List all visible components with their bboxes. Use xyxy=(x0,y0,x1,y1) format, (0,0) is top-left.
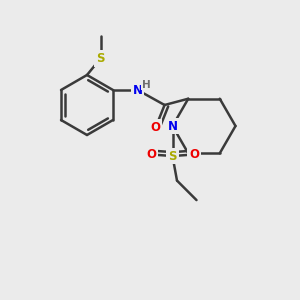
Text: O: O xyxy=(146,148,156,161)
Text: O: O xyxy=(189,148,199,161)
Text: N: N xyxy=(167,119,178,133)
Text: S: S xyxy=(168,149,177,163)
Text: N: N xyxy=(133,83,142,97)
Text: O: O xyxy=(151,121,160,134)
Text: S: S xyxy=(96,52,105,65)
Text: H: H xyxy=(142,80,151,90)
